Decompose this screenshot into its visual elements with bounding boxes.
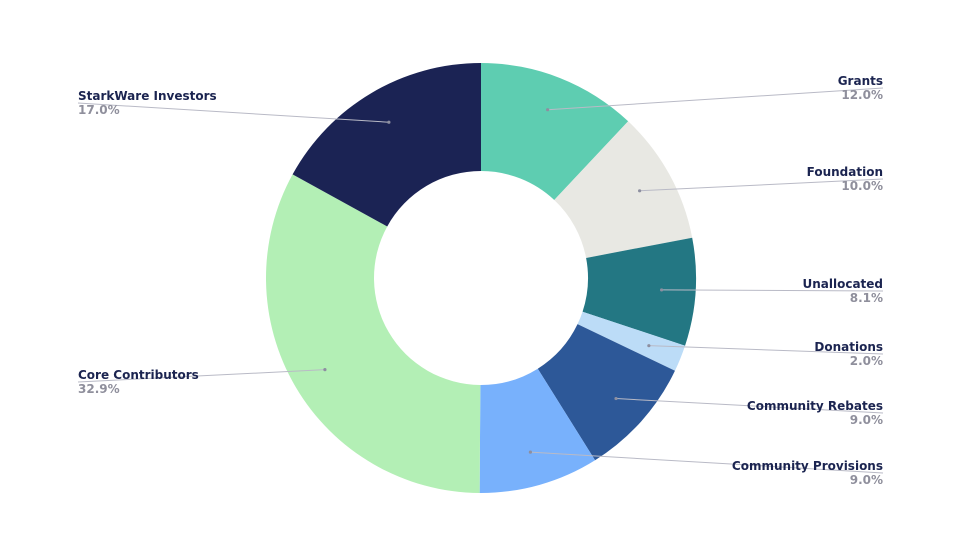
slice-label-foundation: Foundation [807, 165, 883, 179]
leader-line-community-provisions [530, 451, 884, 474]
slice-percent-foundation: 10.0% [841, 179, 883, 193]
leader-line-starkware-investors [77, 102, 389, 123]
leader-line-unallocated [661, 289, 884, 292]
leader-line-core-contributors [77, 369, 325, 383]
chart-leader-lines [77, 87, 884, 474]
slice-label-starkware-investors: StarkWare Investors [78, 89, 217, 103]
slice-foundation[interactable] [554, 121, 693, 258]
slice-unallocated[interactable] [582, 237, 696, 346]
leader-dot-foundation [638, 189, 642, 193]
slice-grants[interactable] [481, 63, 629, 201]
slice-label-community-provisions: Community Provisions [732, 459, 883, 473]
leader-line-donations [648, 345, 884, 355]
slice-community-rebates[interactable] [537, 324, 675, 461]
leader-dot-starkware-investors [387, 120, 391, 124]
slice-percent-community-rebates: 9.0% [850, 413, 883, 427]
slice-community-provisions[interactable] [479, 368, 596, 493]
slice-percent-unallocated: 8.1% [850, 291, 883, 305]
chart-slices [265, 63, 696, 493]
slice-percent-grants: 12.0% [841, 88, 883, 102]
leader-dot-unallocated [660, 288, 664, 292]
leader-dot-community-rebates [614, 396, 618, 401]
leader-line-grants [547, 87, 884, 111]
slice-donations[interactable] [577, 311, 686, 371]
slice-percent-donations: 2.0% [850, 354, 883, 368]
slice-core-contributors[interactable] [265, 174, 481, 493]
leader-dot-community-provisions [528, 450, 533, 454]
slice-label-grants: Grants [838, 74, 883, 88]
slice-label-core-contributors: Core Contributors [78, 368, 199, 382]
leader-dot-core-contributors [323, 368, 327, 372]
slice-starkware-investors[interactable] [292, 63, 481, 227]
leader-dot-grants [546, 108, 550, 112]
slice-label-unallocated: Unallocated [802, 277, 883, 291]
slice-percent-core-contributors: 32.9% [78, 382, 120, 396]
leader-dot-donations [647, 344, 651, 348]
slice-percent-starkware-investors: 17.0% [78, 103, 120, 117]
leader-line-foundation [639, 178, 884, 192]
slice-label-community-rebates: Community Rebates [747, 399, 883, 413]
slice-label-donations: Donations [814, 340, 883, 354]
slice-percent-community-provisions: 9.0% [850, 473, 883, 487]
leader-line-community-rebates [615, 398, 884, 414]
